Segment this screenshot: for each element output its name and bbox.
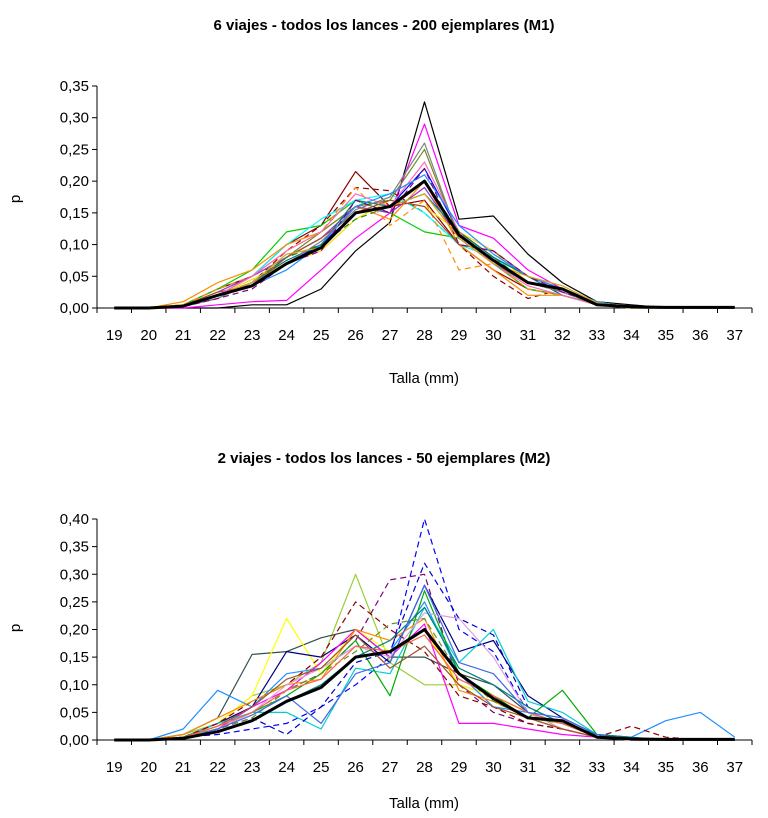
x-tick-label: 33 bbox=[589, 327, 606, 344]
series-line bbox=[114, 167, 735, 309]
x-tick-label: 25 bbox=[313, 759, 330, 776]
y-tick-label: 0,15 bbox=[60, 649, 89, 666]
x-tick-label: 28 bbox=[416, 759, 433, 776]
y-tick-label: 0,20 bbox=[60, 173, 89, 190]
x-tick-label: 37 bbox=[726, 327, 743, 344]
x-tick-label: 37 bbox=[726, 759, 743, 776]
x-tick-label: 20 bbox=[140, 327, 157, 344]
y-tick-label: 0,40 bbox=[60, 511, 89, 528]
x-tick-label: 27 bbox=[382, 759, 399, 776]
x-tick-label: 35 bbox=[657, 327, 674, 344]
x-tick-label: 23 bbox=[244, 327, 261, 344]
x-axis-label: Talla (mm) bbox=[389, 795, 459, 812]
y-tick-label: 0,25 bbox=[60, 594, 89, 611]
x-tick-label: 36 bbox=[692, 327, 709, 344]
x-tick-label: 29 bbox=[451, 327, 468, 344]
series-line bbox=[114, 612, 735, 741]
series-line bbox=[114, 193, 735, 309]
x-tick-label: 31 bbox=[520, 327, 537, 344]
series-line bbox=[114, 123, 735, 309]
series-line bbox=[114, 161, 735, 309]
y-tick-label: 0,00 bbox=[60, 300, 89, 317]
series-line bbox=[114, 199, 735, 309]
series-line bbox=[114, 617, 735, 741]
series-line bbox=[114, 628, 735, 742]
x-tick-label: 24 bbox=[278, 759, 295, 776]
x-tick-label: 36 bbox=[692, 759, 709, 776]
y-tick-label: 0,20 bbox=[60, 622, 89, 639]
series-line bbox=[114, 634, 735, 741]
x-tick-label: 27 bbox=[382, 327, 399, 344]
series-line bbox=[114, 148, 735, 309]
series-line bbox=[114, 606, 735, 741]
series-line bbox=[114, 186, 735, 309]
y-axis-label: p bbox=[7, 624, 24, 632]
x-tick-label: 34 bbox=[623, 327, 640, 344]
series-line bbox=[114, 601, 736, 741]
y-axis-label: p bbox=[7, 195, 24, 203]
x-tick-label: 23 bbox=[244, 759, 261, 776]
series-line bbox=[114, 193, 735, 309]
series-line bbox=[114, 186, 735, 309]
x-tick-label: 26 bbox=[347, 759, 364, 776]
x-tick-label: 24 bbox=[278, 327, 295, 344]
x-tick-label: 19 bbox=[106, 327, 123, 344]
x-tick-label: 25 bbox=[313, 327, 330, 344]
x-tick-label: 22 bbox=[209, 759, 226, 776]
series-line bbox=[114, 562, 735, 741]
series-line bbox=[114, 186, 735, 309]
y-tick-label: 0,35 bbox=[60, 78, 89, 95]
chart-title: 6 viajes - todos los lances - 200 ejempl… bbox=[214, 17, 555, 34]
y-tick-label: 0,30 bbox=[60, 110, 89, 127]
series-line bbox=[114, 199, 735, 309]
y-tick-label: 0,15 bbox=[60, 205, 89, 222]
series-line bbox=[114, 634, 735, 741]
series-line bbox=[114, 142, 735, 309]
x-tick-label: 32 bbox=[554, 759, 571, 776]
x-tick-label: 30 bbox=[485, 327, 502, 344]
x-tick-label: 21 bbox=[175, 327, 192, 344]
y-tick-label: 0,00 bbox=[60, 732, 89, 749]
x-tick-label: 33 bbox=[589, 759, 606, 776]
x-tick-label: 22 bbox=[209, 327, 226, 344]
y-tick-label: 0,10 bbox=[60, 677, 89, 694]
chart-m2: 2 viajes - todos los lances - 50 ejempla… bbox=[7, 450, 753, 812]
y-tick-label: 0,30 bbox=[60, 566, 89, 583]
x-tick-label: 20 bbox=[140, 759, 157, 776]
x-tick-label: 35 bbox=[657, 759, 674, 776]
series-line bbox=[114, 179, 735, 310]
series-line bbox=[114, 199, 735, 309]
x-axis-label: Talla (mm) bbox=[389, 370, 459, 387]
series-line bbox=[114, 101, 735, 309]
chart-m1: 6 viajes - todos los lances - 200 ejempl… bbox=[7, 17, 753, 387]
y-tick-label: 0,05 bbox=[60, 268, 89, 285]
y-tick-label: 0,35 bbox=[60, 539, 89, 556]
series-line bbox=[114, 167, 735, 309]
x-tick-label: 32 bbox=[554, 327, 571, 344]
y-tick-label: 0,05 bbox=[60, 704, 89, 721]
x-tick-label: 34 bbox=[623, 759, 640, 776]
x-tick-label: 19 bbox=[106, 759, 123, 776]
series-line bbox=[114, 171, 735, 309]
chart-title: 2 viajes - todos los lances - 50 ejempla… bbox=[218, 450, 551, 467]
x-tick-label: 21 bbox=[175, 759, 192, 776]
series-line bbox=[114, 617, 735, 741]
x-tick-label: 30 bbox=[485, 759, 502, 776]
series-line bbox=[114, 617, 735, 741]
x-tick-label: 28 bbox=[416, 327, 433, 344]
x-tick-label: 26 bbox=[347, 327, 364, 344]
series-line bbox=[114, 601, 735, 741]
series-line bbox=[114, 193, 735, 309]
x-tick-label: 31 bbox=[520, 759, 537, 776]
x-tick-label: 29 bbox=[451, 759, 468, 776]
y-tick-label: 0,10 bbox=[60, 237, 89, 254]
series-line bbox=[114, 606, 735, 741]
y-tick-label: 0,25 bbox=[60, 141, 89, 158]
